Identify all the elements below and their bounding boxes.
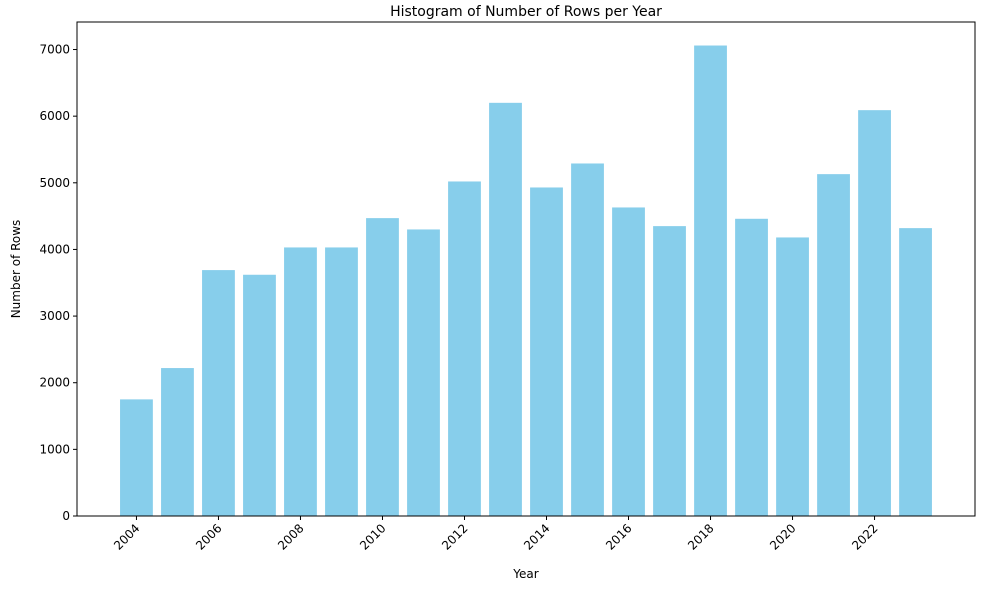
bar-2015 <box>571 163 604 517</box>
x-axis-label: Year <box>512 567 538 581</box>
y-tick-label-2000: 2000 <box>39 376 70 390</box>
x-tick-label-2008: 2008 <box>275 521 306 552</box>
x-tick-label-2018: 2018 <box>685 521 716 552</box>
bar-2014 <box>530 187 563 516</box>
bar-2022 <box>858 110 891 516</box>
x-tick-label-2014: 2014 <box>521 521 552 552</box>
y-tick-label-5000: 5000 <box>39 176 70 190</box>
chart-title: Histogram of Number of Rows per Year <box>390 4 662 20</box>
x-tick-label-2020: 2020 <box>767 521 798 552</box>
x-tick-label-2016: 2016 <box>603 521 634 552</box>
bar-2010 <box>366 218 399 516</box>
bar-2013 <box>489 102 522 516</box>
bar-2004 <box>120 399 153 516</box>
y-tick-label-3000: 3000 <box>39 309 70 323</box>
bar-2020 <box>776 237 809 516</box>
bar-2023 <box>899 228 932 516</box>
bar-2016 <box>612 207 645 516</box>
bar-2012 <box>448 181 481 516</box>
y-tick-label-6000: 6000 <box>39 109 70 123</box>
bar-2005 <box>161 368 194 516</box>
y-axis: 0 1000 2000 3000 4000 5000 6000 7000 <box>39 43 77 523</box>
bar-2006 <box>202 270 235 516</box>
bar-2018 <box>694 45 727 517</box>
x-tick-label-2022: 2022 <box>849 521 880 552</box>
plot-frame <box>76 21 976 517</box>
bar-2021 <box>817 174 850 516</box>
bar-2017 <box>653 226 686 516</box>
x-tick-label-2010: 2010 <box>357 521 388 552</box>
y-tick-label-4000: 4000 <box>39 242 70 256</box>
x-axis: 2004 2006 2008 2010 2012 2014 2016 2018 2020 2022 <box>111 516 881 553</box>
y-tick-label-0: 0 <box>62 509 70 523</box>
bar-2011 <box>407 229 440 516</box>
x-tick-label-2004: 2004 <box>111 521 142 552</box>
y-tick-label-7000: 7000 <box>39 43 70 57</box>
y-axis-label: Number of Rows <box>9 220 23 319</box>
bar-2009 <box>325 247 358 516</box>
x-tick-label-2006: 2006 <box>193 521 224 552</box>
x-tick-label-2012: 2012 <box>439 521 470 552</box>
bar-2019 <box>735 218 768 517</box>
bars-group <box>120 45 932 517</box>
y-tick-label-1000: 1000 <box>39 442 70 456</box>
bar-2008 <box>284 247 317 516</box>
bar-2007 <box>243 274 276 516</box>
